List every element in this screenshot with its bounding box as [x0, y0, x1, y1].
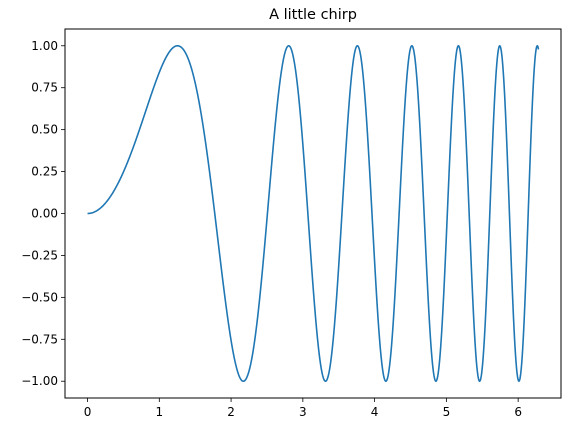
- x-tick-label: 2: [227, 405, 235, 419]
- y-tick-label: −0.50: [21, 290, 58, 304]
- y-tick-label: −1.00: [21, 374, 58, 388]
- x-tick-label: 4: [371, 405, 379, 419]
- y-tick-label: 0.50: [31, 123, 58, 137]
- chart-title: A little chirp: [269, 7, 357, 23]
- axes-frame: [64, 28, 562, 399]
- y-tick-label: −0.25: [21, 248, 58, 262]
- x-tick-label: 6: [514, 405, 522, 419]
- x-tick-label: 1: [155, 405, 163, 419]
- plot-area: [87, 44, 540, 383]
- y-tick-label: 0.00: [31, 207, 58, 221]
- y-tick-label: 0.75: [31, 81, 58, 95]
- y-axis: −1.00 −0.75 −0.50 −0.25 0.00 0.25 0.50 0.75 1.00: [21, 39, 65, 388]
- x-tick-label: 0: [84, 405, 92, 419]
- x-tick-label: 5: [443, 405, 451, 419]
- x-tick-label: 3: [299, 405, 307, 419]
- y-tick-label: 0.25: [31, 165, 58, 179]
- y-tick-label: −0.75: [21, 332, 58, 346]
- x-axis: 0 1 2 3 4 5 6: [84, 398, 522, 419]
- y-tick-label: 1.00: [31, 39, 58, 53]
- series-line: [87, 44, 540, 383]
